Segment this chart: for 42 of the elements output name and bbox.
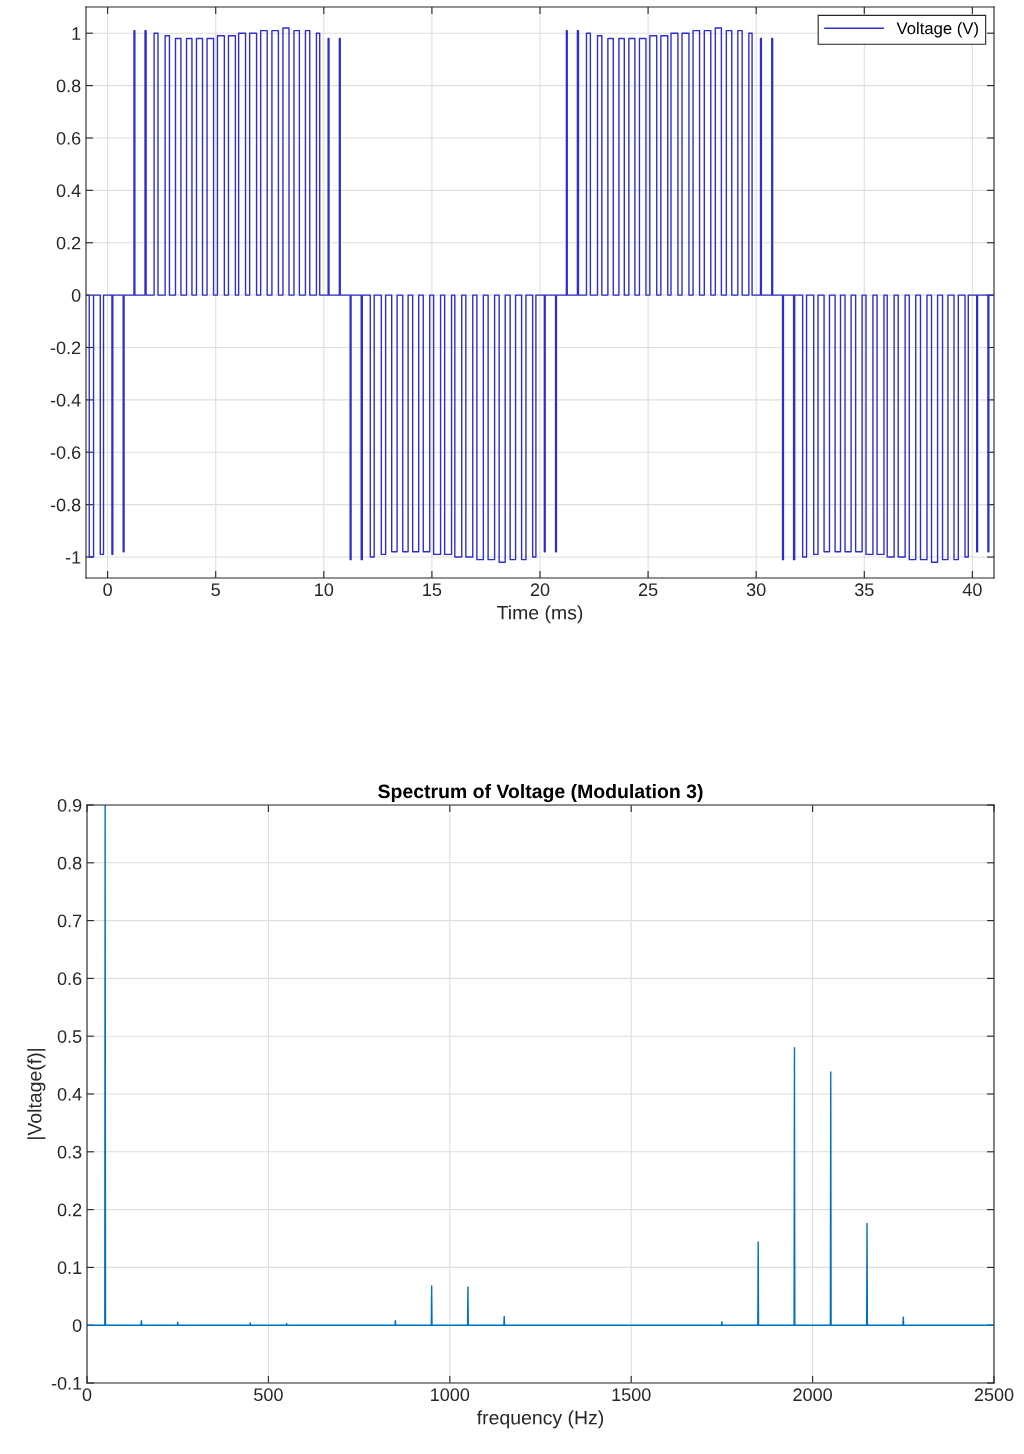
x-tick-label: 1500 [612,1388,651,1402]
y-tick-label: 0.6 [57,972,82,986]
y-tick-label: 0 [71,289,81,302]
x-axis-title: Time (ms) [497,605,583,624]
y-tick-label: -0.6 [50,446,81,459]
y-tick-label: -0.8 [50,498,81,512]
x-tick-label: 500 [254,1388,283,1402]
y-tick-label: 0.8 [56,79,81,93]
y-tick-label: 0.9 [57,798,82,812]
y-tick-label: 0.1 [57,1261,82,1275]
y-tick-label: 1 [72,27,81,40]
y-tick-label: -0.1 [51,1376,82,1390]
y-tick-label: 0 [72,1319,82,1332]
chart-title: Spectrum of Voltage (Modulation 3) [378,783,703,803]
y-tick-label: 0.2 [56,236,81,250]
x-tick-label: 1000 [431,1388,470,1402]
y-tick-label: 0.2 [57,1203,82,1217]
x-tick-label: 25 [638,583,658,597]
y-tick-label: 0.5 [57,1030,82,1043]
y-tick-label: 0.4 [56,184,81,198]
x-tick-label: 35 [854,583,874,597]
x-tick-label: 0 [103,583,112,597]
y-tick-label: -0.4 [50,393,81,407]
y-tick-label: 0.6 [56,131,81,145]
x-tick-label: 0 [82,1388,92,1402]
y-tick-label: 0.8 [57,856,82,870]
y-tick-label: -0.2 [50,341,81,355]
y-axis-title: |Voltage(f)| [27,1049,46,1139]
x-tick-label: 40 [962,583,982,597]
legend-label: Voltage (V) [896,22,978,38]
y-tick-label: 0.7 [57,914,82,928]
x-tick-label: 5 [211,583,220,597]
x-tick-label: 2500 [974,1388,1014,1402]
y-tick-label: 0.3 [57,1145,82,1159]
y-tick-label: 0.4 [57,1087,82,1101]
x-tick-label: 10 [315,583,334,597]
x-tick-label: 20 [530,583,550,597]
x-axis-title: frequency (Hz) [477,1410,604,1429]
x-tick-label: 2000 [793,1388,832,1402]
x-tick-label: 15 [423,583,442,597]
y-tick-label: -1 [65,551,81,564]
x-tick-label: 30 [746,583,766,597]
